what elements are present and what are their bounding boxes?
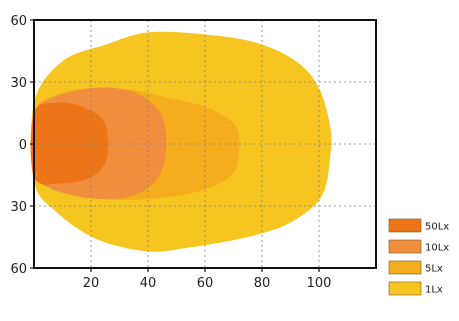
- isolux-area-50lx: [30, 102, 109, 185]
- legend-label-5lx: 5Lx: [425, 264, 443, 275]
- x-tick-label: 40: [140, 276, 157, 291]
- y-tick-label: 30: [10, 76, 27, 91]
- legend-swatch-1lx: [388, 281, 422, 296]
- grid-lines: [34, 20, 376, 268]
- y-tick-label: 30: [10, 200, 27, 215]
- legend-label-10lx: 10Lx: [425, 243, 449, 254]
- y-tick-label: 0: [19, 138, 27, 153]
- legend-label-50lx: 50Lx: [425, 222, 449, 233]
- x-tick-label: 20: [83, 276, 100, 291]
- legend: 50Lx 10Lx 5Lx 1Lx: [388, 218, 449, 296]
- x-tick-label: 100: [307, 276, 332, 291]
- x-axis-ticks: 20 40 60 80 100: [83, 268, 332, 291]
- legend-label-1lx: 1Lx: [425, 285, 443, 296]
- y-tick-label: 60: [10, 14, 27, 29]
- y-tick-label: 60: [10, 262, 27, 277]
- x-tick-label: 80: [254, 276, 271, 291]
- legend-swatch-10lx: [388, 239, 422, 254]
- legend-swatch-50lx: [388, 218, 422, 233]
- legend-swatch-5lx: [388, 260, 422, 275]
- isolux-areas: [30, 31, 332, 252]
- y-axis-ticks: 60 30 0 30 60: [10, 14, 34, 277]
- x-tick-label: 60: [197, 276, 214, 291]
